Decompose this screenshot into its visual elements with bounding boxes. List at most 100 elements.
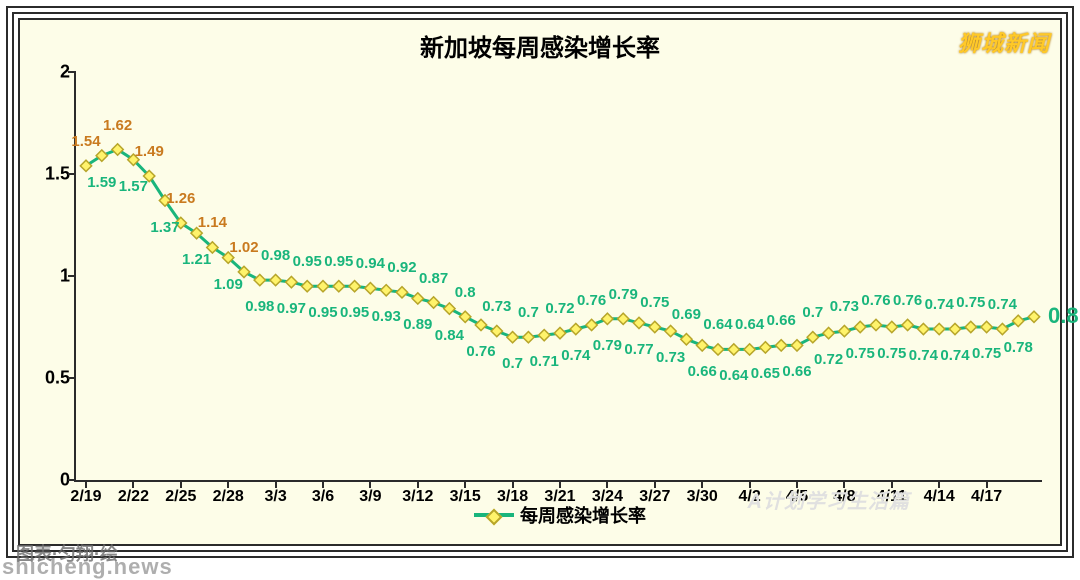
data-label: 0.64 <box>735 316 764 333</box>
data-marker <box>618 313 629 324</box>
data-marker <box>396 287 407 298</box>
x-tick-label: 3/24 <box>592 488 623 506</box>
data-marker <box>428 297 439 308</box>
x-tick-label: 2/28 <box>213 488 244 506</box>
data-label: 0.89 <box>403 316 432 333</box>
x-tick-label: 4/17 <box>971 488 1002 506</box>
x-tick-label: 4/14 <box>924 488 955 506</box>
data-marker <box>839 325 850 336</box>
data-label: 0.75 <box>640 294 669 311</box>
y-tick-label: 1.5 <box>34 164 70 185</box>
x-tick-mark <box>464 480 466 488</box>
x-tick-mark <box>132 480 134 488</box>
data-marker <box>855 321 866 332</box>
data-label: 0.71 <box>530 353 559 370</box>
legend-label: 每周感染增长率 <box>520 502 646 528</box>
data-marker <box>1013 315 1024 326</box>
data-label: 1.37 <box>150 219 179 236</box>
data-marker <box>902 319 913 330</box>
data-label: 0.75 <box>956 294 985 311</box>
data-marker <box>997 323 1008 334</box>
data-label: 0.75 <box>972 345 1001 362</box>
data-label: 0.74 <box>909 347 938 364</box>
y-tick-mark <box>68 275 76 277</box>
data-label: 0.75 <box>846 345 875 362</box>
data-label: 1.57 <box>119 178 148 195</box>
y-tick-label: 1 <box>34 266 70 287</box>
watermark-bottom-left-2: shicheng.news <box>2 554 173 580</box>
data-label: 0.94 <box>356 255 385 272</box>
data-marker <box>965 321 976 332</box>
data-label: 0.75 <box>877 345 906 362</box>
x-tick-mark <box>701 480 703 488</box>
data-label: 0.95 <box>324 253 353 270</box>
data-marker <box>349 281 360 292</box>
x-tick-mark <box>322 480 324 488</box>
data-label: 0.65 <box>751 365 780 382</box>
data-label: 0.76 <box>893 292 922 309</box>
data-label: 0.95 <box>308 304 337 321</box>
data-marker <box>807 332 818 343</box>
x-tick-mark <box>986 480 988 488</box>
data-marker <box>491 325 502 336</box>
data-label: 0.79 <box>593 337 622 354</box>
data-marker <box>412 293 423 304</box>
data-marker <box>1028 311 1039 322</box>
data-label: 0.74 <box>940 347 969 364</box>
x-tick-label: 2/19 <box>70 488 101 506</box>
x-tick-mark <box>369 480 371 488</box>
x-tick-mark <box>417 480 419 488</box>
data-label: 0.72 <box>545 300 574 317</box>
x-tick-mark <box>275 480 277 488</box>
data-marker <box>649 321 660 332</box>
x-tick-label: 3/9 <box>359 488 381 506</box>
data-label: 1.14 <box>198 214 227 231</box>
data-marker <box>554 327 565 338</box>
line-path <box>86 150 1034 350</box>
y-tick-mark <box>68 71 76 73</box>
plot-area: 每周感染增长率 00.511.522/192/222/252/283/33/63… <box>76 72 1044 480</box>
data-label: 1.09 <box>214 276 243 293</box>
chart-container: 新加坡每周感染增长率 狮城新闻 每周感染增长率 00.511.522/192/2… <box>18 18 1062 546</box>
data-label: 0.7 <box>502 355 523 372</box>
data-label: 0.76 <box>466 343 495 360</box>
y-tick-label: 0 <box>34 470 70 491</box>
data-marker <box>760 342 771 353</box>
data-marker <box>507 332 518 343</box>
data-marker <box>712 344 723 355</box>
data-marker <box>523 332 534 343</box>
data-label: 0.95 <box>293 253 322 270</box>
x-tick-mark <box>654 480 656 488</box>
data-label: 0.72 <box>814 351 843 368</box>
data-label: 1.62 <box>103 117 132 134</box>
x-tick-mark <box>85 480 87 488</box>
data-marker <box>633 317 644 328</box>
data-marker <box>302 281 313 292</box>
data-label: 0.87 <box>419 270 448 287</box>
x-tick-label: 3/21 <box>544 488 575 506</box>
data-label: 1.26 <box>166 190 195 207</box>
data-marker <box>823 327 834 338</box>
data-marker <box>728 344 739 355</box>
data-label: 0.93 <box>372 308 401 325</box>
x-tick-label: 3/12 <box>402 488 433 506</box>
data-label: 1.02 <box>229 239 258 256</box>
x-tick-label: 3/6 <box>312 488 334 506</box>
x-tick-label: 3/15 <box>450 488 481 506</box>
data-marker <box>697 340 708 351</box>
x-tick-label: 3/18 <box>497 488 528 506</box>
x-tick-mark <box>606 480 608 488</box>
y-tick-label: 2 <box>34 62 70 83</box>
data-label: 0.84 <box>435 327 464 344</box>
x-tick-label: 2/25 <box>165 488 196 506</box>
x-tick-mark <box>938 480 940 488</box>
data-label: 0.64 <box>703 316 732 333</box>
data-marker <box>981 321 992 332</box>
legend-swatch <box>474 513 514 517</box>
data-marker <box>460 311 471 322</box>
x-tick-label: 3/30 <box>687 488 718 506</box>
data-marker <box>776 340 787 351</box>
data-marker <box>475 319 486 330</box>
data-marker <box>934 323 945 334</box>
chart-title: 新加坡每周感染增长率 <box>20 28 1060 63</box>
